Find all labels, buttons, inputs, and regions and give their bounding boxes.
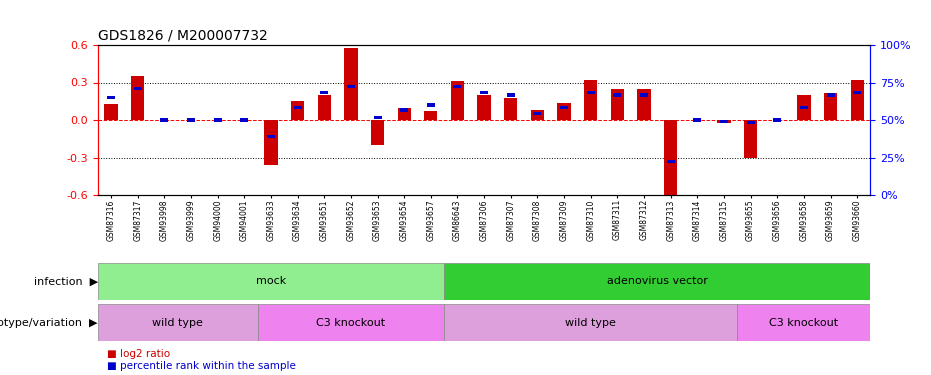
Text: adenovirus vector: adenovirus vector — [607, 276, 708, 286]
Bar — [558, 102, 571, 120]
Text: wild type: wild type — [565, 318, 616, 327]
Bar — [320, 91, 329, 94]
Bar — [611, 89, 624, 120]
Bar — [426, 104, 435, 106]
Bar — [584, 80, 598, 120]
Bar — [187, 118, 195, 122]
Bar — [98, 262, 444, 300]
Bar — [800, 106, 808, 109]
Text: ■ log2 ratio: ■ log2 ratio — [107, 350, 170, 359]
Bar — [717, 120, 731, 123]
Bar — [504, 98, 518, 120]
Bar — [506, 93, 515, 97]
Bar — [853, 91, 861, 94]
Bar — [134, 87, 142, 90]
Bar — [827, 93, 834, 97]
Bar — [638, 89, 651, 120]
Bar — [774, 118, 781, 122]
Bar — [587, 91, 595, 94]
Bar — [747, 121, 754, 124]
Bar — [347, 85, 355, 88]
Text: GDS1826 / M200007732: GDS1826 / M200007732 — [98, 28, 267, 42]
Bar — [425, 111, 438, 120]
Bar — [531, 110, 544, 120]
Bar — [478, 95, 491, 120]
Bar — [824, 93, 837, 120]
Bar — [373, 116, 382, 119]
Bar — [453, 85, 462, 88]
Bar — [744, 120, 757, 158]
Bar — [107, 96, 115, 99]
Bar — [264, 120, 277, 165]
Bar — [720, 120, 728, 123]
Bar — [640, 93, 648, 97]
Bar — [317, 95, 331, 120]
Bar — [560, 106, 568, 109]
Text: infection  ▶: infection ▶ — [34, 276, 98, 286]
Bar — [400, 108, 408, 112]
Bar — [480, 91, 488, 94]
Bar — [240, 118, 249, 122]
Bar — [131, 76, 144, 120]
Bar — [533, 112, 542, 116]
Bar — [160, 118, 169, 122]
Bar — [444, 304, 737, 341]
Bar — [614, 93, 621, 97]
Bar — [258, 304, 444, 341]
Bar — [98, 304, 258, 341]
Bar — [664, 120, 677, 195]
Text: wild type: wild type — [153, 318, 203, 327]
Text: mock: mock — [256, 276, 286, 286]
Text: genotype/variation  ▶: genotype/variation ▶ — [0, 318, 98, 327]
Bar — [213, 118, 222, 122]
Bar — [398, 108, 411, 120]
Bar — [290, 101, 304, 120]
Text: C3 knockout: C3 knockout — [769, 318, 839, 327]
Bar — [694, 118, 701, 122]
Bar — [267, 135, 275, 138]
Bar — [344, 48, 358, 120]
Bar — [451, 81, 465, 120]
Bar — [667, 160, 675, 163]
Bar — [104, 104, 117, 120]
Bar — [797, 95, 811, 120]
Bar — [851, 80, 864, 120]
Bar — [293, 106, 302, 109]
Bar — [444, 262, 870, 300]
Bar — [371, 120, 385, 145]
Bar — [737, 304, 870, 341]
Text: ■ percentile rank within the sample: ■ percentile rank within the sample — [107, 361, 296, 370]
Text: C3 knockout: C3 knockout — [317, 318, 385, 327]
